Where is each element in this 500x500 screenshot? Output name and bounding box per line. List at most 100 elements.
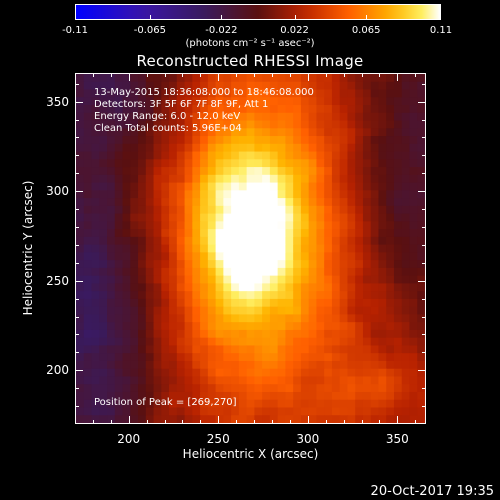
heatmap-cell [347, 128, 356, 137]
heatmap-cell [378, 291, 387, 300]
heatmap-cell [192, 260, 201, 269]
heatmap-cell [324, 322, 333, 331]
heatmap-cell [417, 337, 425, 347]
heatmap-cell [370, 198, 380, 207]
heatmap-cell [83, 267, 93, 277]
heatmap-cell [223, 81, 232, 91]
heatmap-cell [316, 89, 325, 98]
heatmap-cell [331, 81, 341, 91]
heatmap-cell [122, 205, 131, 215]
heatmap-cell [223, 345, 232, 354]
heatmap-cell [262, 267, 271, 277]
heatmap-cell [246, 120, 255, 129]
heatmap-cell [246, 360, 255, 370]
heatmap-cell [331, 120, 341, 129]
heatmap-cell [122, 376, 131, 385]
heatmap-cell [316, 151, 325, 160]
heatmap-cell [324, 190, 333, 199]
heatmap-cell [254, 236, 263, 246]
heatmap-cell [223, 291, 232, 300]
heatmap-cell [114, 136, 124, 145]
heatmap-cell [300, 136, 310, 145]
heatmap-cell [293, 360, 302, 370]
y-tick-label: 200 [46, 363, 69, 378]
heatmap-cell [331, 244, 341, 253]
heatmap-cell [107, 360, 116, 370]
heatmap-cell [184, 415, 193, 423]
x-tick-label: 250 [206, 432, 230, 446]
heatmap-cell [401, 97, 411, 106]
heatmap-cell [262, 105, 271, 114]
heatmap-cell [293, 236, 302, 246]
heatmap-cell [331, 159, 341, 168]
heatmap-cell [316, 291, 325, 300]
heatmap-cell [362, 384, 372, 393]
heatmap-cell [308, 190, 318, 199]
heatmap-cell [76, 143, 85, 153]
heatmap-cell [153, 399, 162, 409]
heatmap-cell [138, 213, 147, 222]
heatmap-cell [409, 252, 418, 261]
heatmap-cell [184, 182, 193, 191]
heatmap-cell [339, 291, 349, 300]
heatmap-cell [76, 190, 85, 199]
heatmap-cell [324, 360, 333, 370]
heatmap-cell [401, 283, 411, 292]
heatmap-cell [184, 81, 193, 91]
heatmap-cell [362, 415, 372, 423]
heatmap-cell [393, 275, 403, 284]
heatmap-cell [378, 306, 387, 316]
heatmap-cell [324, 415, 333, 423]
heatmap-cell [378, 244, 387, 253]
heatmap-cell [409, 275, 418, 284]
heatmap-cell [393, 81, 403, 91]
heatmap-cell [99, 384, 108, 393]
heatmap-cell [107, 391, 116, 401]
heatmap-cell [355, 306, 364, 316]
heatmap-cell [316, 337, 325, 347]
heatmap-cell [308, 322, 318, 331]
heatmap-cell [285, 306, 294, 316]
heatmap-cell [362, 143, 372, 153]
heatmap-cell [362, 167, 372, 176]
heatmap-cell [339, 190, 349, 199]
heatmap-cell [308, 368, 318, 378]
heatmap-cell [254, 291, 263, 300]
heatmap-cell [269, 74, 279, 83]
y-tick-label: 250 [46, 273, 69, 288]
heatmap-cell [370, 213, 380, 222]
heatmap-cell [176, 314, 186, 323]
heatmap-cell [316, 74, 325, 83]
heatmap-cell [223, 376, 232, 385]
heatmap-cell [362, 353, 372, 362]
heatmap-cell [401, 399, 411, 409]
heatmap-cell [145, 151, 155, 160]
heatmap-cell [138, 345, 147, 354]
heatmap-cell [200, 283, 209, 292]
heatmap-cell [231, 391, 240, 401]
heatmap-cell [238, 322, 248, 331]
heatmap-cell [246, 384, 255, 393]
heatmap-cell [308, 213, 318, 222]
heatmap-cell [401, 151, 411, 160]
heatmap-cell [277, 329, 286, 339]
heatmap-cell [91, 182, 100, 191]
heatmap-cell [417, 112, 425, 122]
heatmap-cell [254, 345, 263, 354]
heatmap-cell [107, 167, 116, 176]
heatmap-cell [246, 159, 255, 168]
heatmap-cell [262, 213, 271, 222]
heatmap-cell [215, 291, 224, 300]
heatmap-cell [262, 229, 271, 238]
heatmap-cell [76, 229, 85, 238]
heatmap-cell [231, 306, 240, 316]
heatmap-cell [184, 283, 193, 292]
heatmap-cell [223, 275, 232, 284]
heatmap-cell [324, 391, 333, 401]
heatmap-cell [130, 128, 139, 137]
heatmap-cell [91, 260, 100, 269]
heatmap-cell [386, 74, 395, 83]
heatmap-cell [324, 244, 333, 253]
heatmap-cell [215, 384, 224, 393]
heatmap-cell [122, 112, 131, 122]
